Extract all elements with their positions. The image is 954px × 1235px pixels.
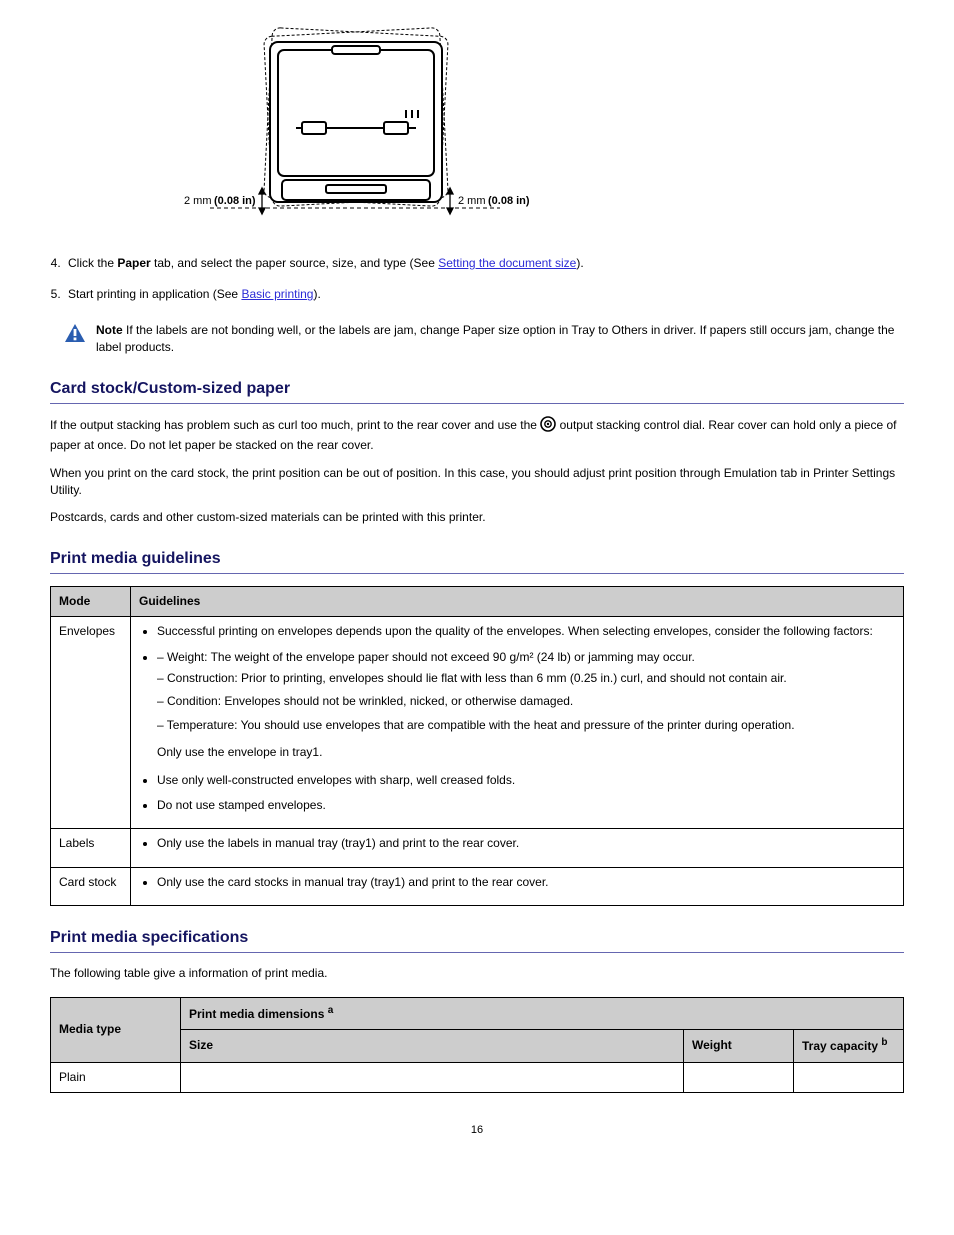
spec-th-media-type: Media type: [51, 997, 181, 1062]
section-media-spec-title: Print media specifications: [50, 926, 904, 953]
list-item: Only use the labels in manual tray (tray…: [157, 835, 895, 852]
media-th-guidelines: Guidelines: [131, 586, 904, 616]
fig-left-label: 2 mm: [184, 195, 212, 207]
list-item: – Temperature: You should use envelopes …: [157, 717, 895, 734]
note-body-text: If the labels are not bonding well, or t…: [96, 323, 894, 354]
media-mode-cardstock: Card stock: [51, 867, 131, 905]
list-item: Only use the card stocks in manual tray …: [157, 874, 895, 891]
note-block: Note If the labels are not bonding well,…: [64, 322, 904, 357]
step4-bold: Paper: [117, 256, 150, 270]
media-mode-envelopes: Envelopes: [51, 617, 131, 829]
list-item-note: Only use the envelope in tray1.: [157, 744, 895, 761]
list-item: – Condition: Envelopes should not be wri…: [157, 693, 895, 710]
svg-text:(0.08 in): (0.08 in): [214, 195, 256, 207]
warning-icon: [64, 323, 86, 343]
media-spec-table: Media type Print media dimensions a Size…: [50, 997, 904, 1093]
printer-figure: 2 mm (0.08 in) 2 mm (0.08 in): [150, 20, 904, 235]
spec-th-dimensions: Print media dimensions a: [181, 997, 904, 1029]
table-row: Plain: [51, 1062, 904, 1092]
step-5: Start printing in application (See Basic…: [64, 286, 904, 303]
media-th-mode: Mode: [51, 586, 131, 616]
card-stock-p3: Postcards, cards and other custom-sized …: [50, 509, 904, 526]
spec-th-size: Size: [181, 1030, 684, 1062]
step5-post: ).: [313, 287, 320, 301]
table-row: Card stock Only use the card stocks in m…: [51, 867, 904, 905]
section-media-guidelines-title: Print media guidelines: [50, 547, 904, 574]
dial-icon: [540, 416, 556, 437]
section-card-stock-title: Card stock/Custom-sized paper: [50, 377, 904, 404]
card-stock-p2: When you print on the card stock, the pr…: [50, 465, 904, 500]
media-guidelines-table: Mode Guidelines Envelopes Successful pri…: [50, 586, 904, 906]
step4-link[interactable]: Setting the document size: [438, 256, 576, 270]
table-row: Envelopes Successful printing on envelop…: [51, 617, 904, 829]
list-item: Use only well-constructed envelopes with…: [157, 772, 895, 789]
spec-th-tray-cap: Tray capacity b: [794, 1030, 904, 1062]
printer-illustration: 2 mm (0.08 in) 2 mm (0.08 in): [150, 20, 540, 235]
step5-link[interactable]: Basic printing: [241, 287, 313, 301]
fig-right-label: 2 mm: [458, 195, 486, 207]
svg-text:(0.08 in): (0.08 in): [488, 195, 530, 207]
list-item: – Construction: Prior to printing, envel…: [157, 670, 895, 687]
page-number: 16: [50, 1123, 904, 1139]
envelopes-list: Successful printing on envelopes depends…: [139, 623, 895, 814]
step4-post: ).: [576, 256, 583, 270]
media-spec-intro: The following table give a information o…: [50, 965, 904, 982]
step4-mid: tab, and select the paper source, size, …: [151, 256, 439, 270]
steps-list: Click the Paper tab, and select the pape…: [64, 255, 904, 304]
list-item: Do not use stamped envelopes.: [157, 797, 895, 814]
list-item: – Weight: The weight of the envelope pap…: [157, 649, 895, 666]
card-stock-p1: If the output stacking has problem such …: [50, 416, 904, 455]
step-4: Click the Paper tab, and select the pape…: [64, 255, 904, 272]
step4-pre: Click the: [68, 256, 117, 270]
spec-th-weight: Weight: [684, 1030, 794, 1062]
spec-row-plain: Plain: [51, 1062, 181, 1092]
media-mode-labels: Labels: [51, 829, 131, 867]
note-run-in: Note: [96, 323, 123, 337]
list-item: Successful printing on envelopes depends…: [157, 623, 895, 640]
step5-pre: Start printing in application (See: [68, 287, 241, 301]
table-row: Labels Only use the labels in manual tra…: [51, 829, 904, 867]
